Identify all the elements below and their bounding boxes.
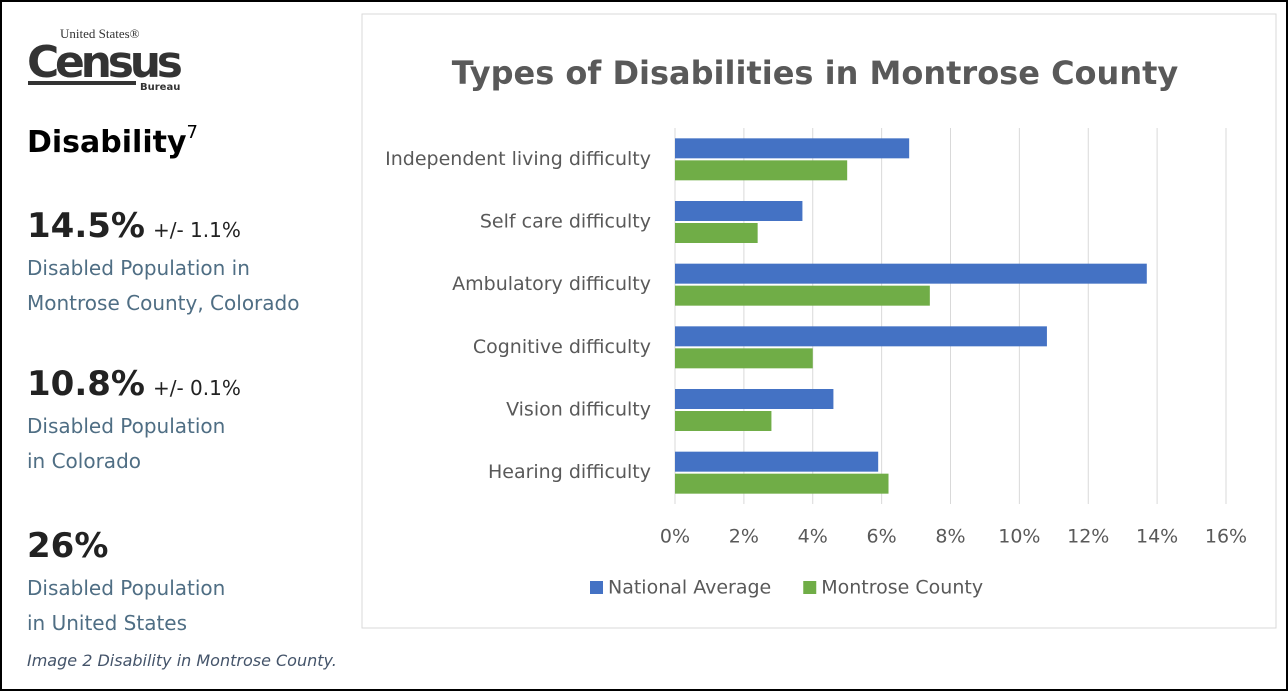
- stat-value: 26%: [27, 526, 108, 566]
- stat: 14.5% +/- 1.1%: [27, 206, 241, 246]
- stat-label: Disabled Population: [27, 414, 225, 438]
- chart-frame: [361, 13, 1277, 629]
- bar: [675, 411, 772, 431]
- stat-value: 10.8%: [27, 364, 145, 404]
- legend-label: National Average: [608, 577, 771, 599]
- bar: [675, 285, 930, 306]
- x-tick-label: 16%: [1205, 526, 1247, 548]
- plot: 0% 2% 4% 6% 8% 10% 12% 14% 16% Independent living…: [385, 128, 1247, 599]
- stat-label: in Colorado: [27, 449, 141, 473]
- bar: [675, 138, 910, 159]
- stat-label: Disabled Population: [27, 576, 225, 600]
- stat: 26%: [27, 526, 108, 566]
- bar: [675, 201, 803, 221]
- y-tick-label: Hearing difficulty: [488, 461, 651, 483]
- logo-bottom: Bureau: [140, 82, 180, 93]
- logo-name: Census: [27, 37, 183, 88]
- y-tick-label: Self care difficulty: [480, 211, 651, 233]
- x-tick-label: 12%: [1067, 526, 1109, 548]
- bar: [675, 160, 848, 181]
- stat-margin: +/- 1.1%: [153, 218, 241, 242]
- logo-top: United States®: [60, 26, 140, 41]
- stat-value: 14.5%: [27, 206, 145, 246]
- bar: [675, 348, 813, 369]
- bar: [675, 223, 758, 243]
- x-tick-label: 14%: [1136, 526, 1178, 548]
- stat-label: Disabled Population in: [27, 256, 250, 280]
- x-tick-label: 2%: [729, 526, 759, 548]
- stat-label: in United States: [27, 611, 187, 635]
- stat-margin: +/- 0.1%: [153, 376, 241, 400]
- x-tick-label: 10%: [998, 526, 1040, 548]
- heading-text: Disability: [27, 125, 187, 160]
- x-tick-label: 8%: [935, 526, 965, 548]
- stat-label: Montrose County, Colorado: [27, 291, 299, 315]
- bar: [675, 473, 889, 494]
- bar: [675, 263, 1147, 284]
- y-tick-label: Ambulatory difficulty: [452, 273, 651, 295]
- heading-note: 7: [187, 122, 198, 143]
- x-tick-label: 4%: [798, 526, 828, 548]
- y-tick-label: Vision difficulty: [506, 399, 651, 421]
- caption: Image 2 Disability in Montrose County.: [27, 651, 337, 670]
- y-tick-label: Independent living difficulty: [385, 148, 651, 170]
- heading: Disability7: [27, 122, 198, 160]
- logo-bar: [28, 81, 136, 85]
- legend-label: Montrose County: [821, 577, 983, 599]
- x-tick-label: 0%: [660, 526, 690, 548]
- stat: 10.8% +/- 0.1%: [27, 364, 241, 404]
- legend-swatch: [590, 581, 603, 594]
- bar: [675, 326, 1047, 347]
- bar: [675, 389, 834, 409]
- x-tick-label: 6%: [867, 526, 897, 548]
- legend-swatch: [803, 581, 817, 594]
- stats: 14.5% +/- 1.1% Disabled Population in Montr…: [27, 206, 299, 635]
- bar: [675, 451, 879, 472]
- y-tick-label: Cognitive difficulty: [473, 336, 651, 358]
- chart-title: Types of Disabilities in Montrose County: [452, 54, 1179, 92]
